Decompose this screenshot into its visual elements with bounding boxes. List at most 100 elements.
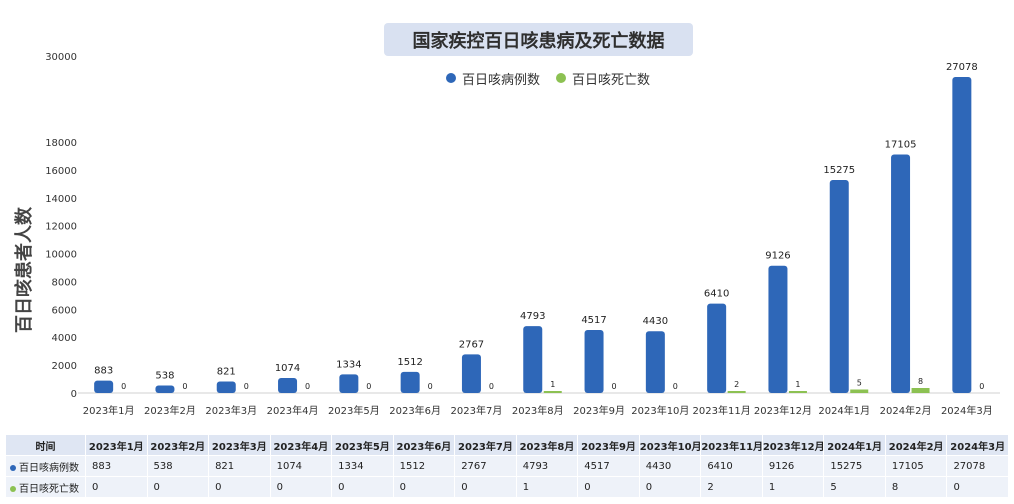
table-cell: 0	[85, 476, 148, 498]
data-label-cases: 883	[94, 366, 113, 377]
table-header-cell: 2023年1月	[85, 434, 148, 456]
table-cell: 1	[761, 476, 825, 498]
table-cell: 0	[577, 476, 640, 498]
bar-cases	[829, 179, 849, 393]
chart-plot: 0200040006000800010000120001400016000180…	[45, 52, 1000, 417]
bar-cases	[155, 385, 175, 393]
x-tick-label: 2024年2月	[880, 404, 932, 417]
data-label-deaths: 0	[366, 382, 371, 391]
data-label-deaths: 2	[734, 380, 739, 389]
bar-cases	[952, 76, 972, 393]
table-header-cell: 2023年11月	[700, 434, 763, 456]
table-header-cell: 2023年8月	[515, 434, 579, 456]
data-label-deaths: 0	[489, 382, 494, 391]
y-tick-label: 18000	[45, 138, 77, 149]
table-cell: 2767	[454, 455, 517, 477]
table-cell: 27078	[946, 455, 1009, 477]
bar-cases	[584, 330, 604, 393]
table-cell: 0	[208, 476, 271, 498]
legend-label-deaths: 百日咳死亡数	[572, 72, 651, 88]
table-cell: 0	[331, 476, 394, 498]
bar-cases	[461, 354, 481, 393]
table-cell: 9126	[761, 455, 825, 477]
bar-cases	[339, 374, 359, 393]
x-tick-label: 2023年12月	[754, 404, 812, 417]
legend-item-deaths: 百日咳死亡数	[556, 69, 650, 88]
bar-cases	[891, 154, 911, 393]
legend-swatch-deaths	[556, 73, 567, 83]
table-cell: 6410	[700, 455, 763, 477]
y-tick-label: 8000	[52, 277, 77, 288]
table-cell: 0	[946, 476, 1009, 498]
x-tick-label: 2023年6月	[389, 404, 441, 417]
bar-deaths	[727, 391, 746, 393]
x-tick-label: 2023年1月	[83, 404, 135, 417]
bar-cases	[645, 331, 665, 393]
legend-swatch-cases	[446, 73, 456, 83]
table-cell: 1334	[331, 455, 394, 477]
data-label-cases: 538	[155, 370, 174, 381]
table-cell: 17105	[884, 455, 948, 477]
data-label-cases: 6410	[704, 289, 729, 300]
bar-deaths	[543, 391, 562, 393]
x-tick-label: 2024年3月	[941, 404, 993, 417]
bar-deaths	[850, 389, 869, 393]
table-cell: 4793	[515, 455, 579, 477]
table-header-cell: 2023年12月	[761, 434, 825, 456]
table-cell: 4430	[638, 455, 702, 477]
y-tick-label: 10000	[45, 250, 77, 261]
table-cell: 821	[208, 455, 271, 477]
y-tick-label: 0	[71, 389, 77, 400]
y-tick-label: 14000	[45, 194, 77, 205]
bar-deaths	[788, 391, 807, 393]
series-label: 百日咳病例数	[19, 462, 79, 474]
table-header-cell: 2023年2月	[146, 434, 210, 456]
data-label-cases: 15275	[823, 165, 855, 176]
table-cell: 0	[269, 476, 333, 498]
data-label-deaths: 0	[244, 382, 249, 391]
data-table: 时间 2023年1月 2023年2月 2023年3月 2023年4月 2023年5月 202…	[5, 434, 1009, 498]
table-cell: 5	[823, 476, 886, 498]
chart-title: 国家疾控百日咳患病及死亡数据	[384, 23, 693, 56]
table-header-cell: 2023年10月	[638, 434, 702, 456]
table-cell: 0	[638, 476, 702, 498]
data-label-deaths: 8	[918, 377, 923, 386]
table-header-cell: 2023年7月	[454, 434, 517, 456]
x-tick-label: 2023年5月	[328, 404, 380, 417]
x-tick-label: 2023年8月	[512, 404, 564, 417]
table-header-cell: 2024年2月	[884, 434, 948, 456]
x-tick-label: 2023年2月	[144, 404, 196, 417]
data-label-cases: 4793	[520, 311, 545, 322]
data-label-cases: 1334	[336, 359, 361, 370]
x-tick-label: 2023年9月	[573, 404, 625, 417]
table-row: 百日咳病例数 883 538 821 1074 1334 1512 2767 4793 4517 4…	[5, 455, 1009, 477]
data-label-deaths: 1	[795, 380, 800, 389]
table-cell: 2	[700, 476, 763, 498]
data-label-deaths: 0	[428, 382, 433, 391]
table-cell: 1512	[392, 455, 456, 477]
bar-cases	[400, 371, 420, 393]
y-tick-label: 12000	[45, 222, 77, 233]
data-label-cases: 17105	[885, 139, 917, 150]
y-tick-label: 16000	[45, 166, 77, 177]
data-label-cases: 1074	[275, 363, 300, 374]
table-row-header: 百日咳死亡数	[5, 476, 86, 498]
bar-cases	[94, 380, 114, 393]
data-label-deaths: 0	[305, 382, 310, 391]
data-label-deaths: 1	[550, 380, 555, 389]
bar-cases	[768, 265, 788, 393]
x-tick-label: 2023年10月	[631, 404, 689, 417]
y-tick-label: 30000	[45, 52, 77, 63]
table-header-cell: 2023年3月	[208, 434, 271, 456]
data-label-deaths: 5	[857, 379, 862, 388]
table-row-header: 百日咳病例数	[5, 455, 86, 477]
legend: 百日咳病例数 百日咳死亡数	[446, 68, 666, 88]
data-label-deaths: 0	[673, 382, 678, 391]
series-label: 百日咳死亡数	[19, 483, 79, 495]
table-header-cell: 2023年9月	[577, 434, 640, 456]
y-tick-label: 4000	[52, 333, 77, 344]
legend-item-cases: 百日咳病例数	[446, 69, 540, 88]
table-cell: 1	[515, 476, 579, 498]
table-cell: 1074	[269, 455, 333, 477]
data-label-deaths: 0	[612, 382, 617, 391]
